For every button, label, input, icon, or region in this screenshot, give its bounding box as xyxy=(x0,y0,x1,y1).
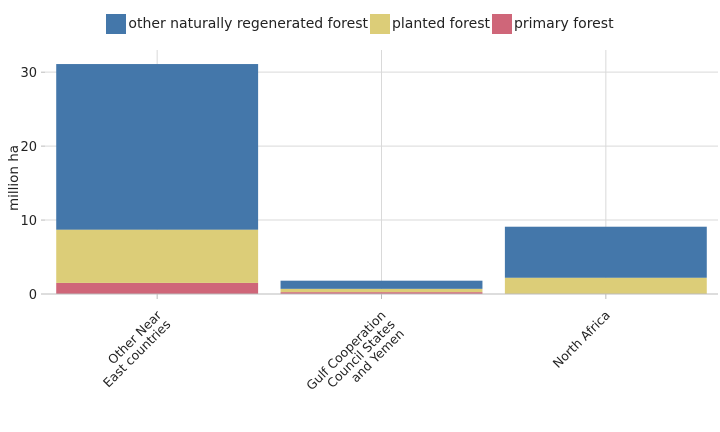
bar-other-naturally-regenerated-forest-2 xyxy=(504,226,707,278)
bar-primary-forest-0 xyxy=(56,282,259,294)
legend-label-other-naturally-regenerated-forest: other naturally regenerated forest xyxy=(128,16,368,32)
y-axis-title: million ha xyxy=(6,145,22,211)
legend-item-primary-forest: primary forest xyxy=(492,14,614,34)
bar-other-naturally-regenerated-forest-0 xyxy=(56,64,259,230)
bar-primary-forest-1 xyxy=(280,292,483,294)
y-tick-label-10: 10 xyxy=(20,214,37,229)
x-tick-label-line: North Africa xyxy=(550,308,613,371)
bar-planted-forest-2 xyxy=(504,277,707,294)
legend-item-planted-forest: planted forest xyxy=(369,14,490,34)
legend-item-other-naturally-regenerated-forest: other naturally regenerated forest xyxy=(106,14,368,34)
legend-swatch-planted-forest xyxy=(369,14,390,34)
x-tick-label-other-near-east-countries: Other NearEast countries xyxy=(91,307,174,390)
y-tick-label-20: 20 xyxy=(20,140,37,155)
legend-label-primary-forest: primary forest xyxy=(514,16,614,32)
chart-legend: other naturally regenerated forest plant… xyxy=(0,14,720,34)
x-tick-label-north-africa: North Africa xyxy=(550,308,613,371)
x-tick-label-gulf-cooperation-council-states-and-yemen: Gulf CooperationCouncil Statesand Yemen xyxy=(303,308,407,412)
y-tick-label-30: 30 xyxy=(20,66,37,81)
legend-swatch-primary-forest xyxy=(492,14,512,34)
bar-other-naturally-regenerated-forest-1 xyxy=(280,280,483,289)
legend-label-planted-forest: planted forest xyxy=(391,16,490,32)
bar-planted-forest-0 xyxy=(56,229,259,283)
legend-swatch-other-naturally-regenerated-forest xyxy=(106,14,127,34)
y-tick-label-0: 0 xyxy=(29,288,37,303)
bar-planted-forest-1 xyxy=(280,288,483,293)
